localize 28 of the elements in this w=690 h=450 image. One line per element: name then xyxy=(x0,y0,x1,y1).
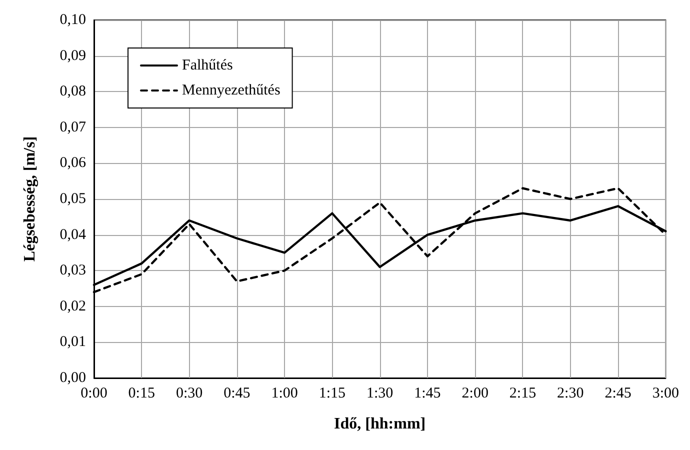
x-tick-label: 0:30 xyxy=(176,386,203,402)
y-tick-label: 0,09 xyxy=(60,48,86,64)
x-tick-label: 2:30 xyxy=(557,386,584,402)
x-tick-label: 0:15 xyxy=(128,386,155,402)
x-tick-label: 0:45 xyxy=(224,386,250,402)
y-tick-label: 0,00 xyxy=(60,370,86,386)
x-tick-label: 0:00 xyxy=(80,386,108,402)
x-tick-label: 1:30 xyxy=(366,386,394,402)
y-tick-label: 0,07 xyxy=(60,119,86,136)
y-tick-label: 0,03 xyxy=(60,262,86,279)
x-tick-label: 1:15 xyxy=(318,386,346,402)
y-tick-label: 0,02 xyxy=(60,298,86,314)
y-tick-label: 0,10 xyxy=(60,12,86,28)
x-tick-label: 3:00 xyxy=(652,386,679,402)
y-tick-label: 0,04 xyxy=(60,226,86,243)
x-axis-title: Idő, [hh:mm] xyxy=(334,416,426,432)
y-tick-label: 0,05 xyxy=(60,191,86,207)
legend-label: Falhűtés xyxy=(182,58,233,74)
x-tick-label: 2:45 xyxy=(604,386,632,402)
y-tick-label: 0,08 xyxy=(60,84,86,100)
y-tick-label: 0,06 xyxy=(60,155,86,172)
x-tick-label: 1:45 xyxy=(414,386,441,402)
legend-label: Mennyezethűtés xyxy=(182,82,280,98)
y-tick-label: 0,01 xyxy=(60,334,86,350)
x-tick-label: 2:15 xyxy=(509,386,536,402)
x-tick-label: 2:00 xyxy=(462,386,488,402)
y-axis-title: Légsebesség, [m/s] xyxy=(22,136,38,262)
x-tick-label: 1:00 xyxy=(271,386,298,402)
